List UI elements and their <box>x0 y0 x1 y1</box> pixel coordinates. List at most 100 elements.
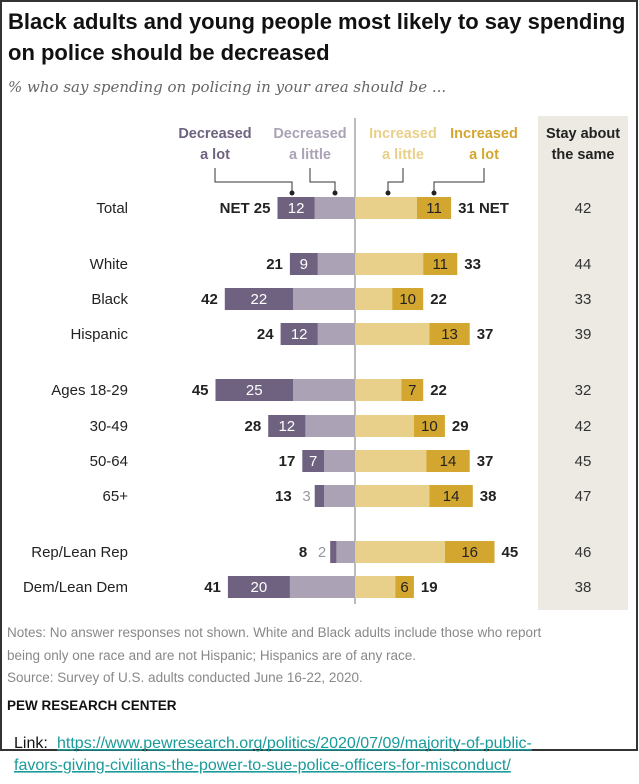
connector-dots <box>289 190 437 196</box>
bar-increased-a-lot <box>444 541 495 563</box>
header-stay: Stay about <box>546 126 620 142</box>
bar-increased-a-little <box>355 415 414 437</box>
stay-column-background <box>538 116 628 610</box>
label-decreased-a-lot: 3 <box>302 488 310 505</box>
connector-inc-little <box>387 168 404 192</box>
bar-decreased-a-lot <box>302 450 324 472</box>
source-link[interactable]: https://www.pewresearch.org/politics/202… <box>14 735 532 774</box>
bar-increased-a-lot <box>413 415 445 437</box>
bar-decreased-a-lot <box>277 197 315 219</box>
bar-decreased-a-little <box>305 415 355 437</box>
note-line-2: being only one race and are not Hispanic… <box>7 648 416 663</box>
bar-increased-a-lot <box>395 576 414 598</box>
column-headers: Decreased a lot Decreased a little Increased… <box>178 126 620 163</box>
bar-increased-a-lot <box>417 197 452 219</box>
bar-decreased-a-lot <box>215 379 293 401</box>
header-inc-little: Increased <box>369 126 437 142</box>
bar-increased-a-little <box>355 253 424 275</box>
category-label: Ages 18-29 <box>51 382 128 399</box>
label-increased-a-lot: 10 <box>421 418 438 435</box>
label-stay-about-same: 45 <box>575 453 592 470</box>
label-decreased-net: 24 <box>257 326 274 343</box>
chart-row: 50-64 7 17 14 37 45 <box>90 450 592 472</box>
connector-dot <box>385 190 391 196</box>
bar-increased-a-lot <box>426 450 470 472</box>
bar-decreased-a-little <box>336 541 355 563</box>
chart-title-line1: Black adults and young people most likel… <box>8 9 625 34</box>
source-link-line1[interactable]: https://www.pewresearch.org/politics/202… <box>57 735 532 752</box>
label-increased-net: 45 <box>502 544 519 561</box>
label-increased-a-lot: 7 <box>408 382 416 399</box>
header-dec-lot: a lot <box>200 147 230 163</box>
label-decreased-a-lot: 2 <box>318 544 326 561</box>
label-increased-net: 37 <box>477 326 494 343</box>
category-label: 65+ <box>103 488 129 505</box>
label-increased-net: 22 <box>430 291 447 308</box>
label-increased-net: 31 NET <box>458 200 509 217</box>
chart-row: Hispanic 12 24 13 37 39 <box>70 323 591 345</box>
label-decreased-a-lot: 25 <box>246 382 263 399</box>
connector-inc-lot <box>433 168 485 192</box>
connector-dot <box>431 190 437 196</box>
bar-increased-a-lot <box>392 288 424 310</box>
label-decreased-a-lot: 7 <box>309 453 317 470</box>
bar-decreased-a-little <box>293 288 355 310</box>
bar-decreased-a-little <box>324 485 355 507</box>
bar-decreased-a-lot <box>330 541 337 563</box>
label-stay-about-same: 32 <box>575 382 592 399</box>
label-decreased-net: 42 <box>201 291 218 308</box>
chart-row: Black 22 42 10 22 33 <box>91 288 591 310</box>
label-increased-a-lot: 16 <box>461 544 478 561</box>
label-stay-about-same: 38 <box>575 579 592 596</box>
category-label: 50-64 <box>90 453 128 470</box>
note-line-1: Notes: No answer responses not shown. Wh… <box>7 625 542 640</box>
bar-increased-a-lot <box>429 485 473 507</box>
label-decreased-a-lot: 12 <box>278 418 295 435</box>
label-increased-net: 22 <box>430 382 447 399</box>
label-increased-net: 33 <box>464 256 481 273</box>
bar-increased-a-little <box>355 323 430 345</box>
category-label: White <box>90 256 128 273</box>
bar-decreased-a-lot <box>268 415 306 437</box>
bar-decreased-a-little <box>317 323 355 345</box>
label-increased-a-lot: 14 <box>440 453 457 470</box>
category-label: 30-49 <box>90 418 128 435</box>
bar-increased-a-little <box>355 379 402 401</box>
header-dec-little: Decreased <box>273 126 346 142</box>
bar-decreased-a-little <box>324 450 355 472</box>
label-stay-about-same: 42 <box>575 200 592 217</box>
chart-row: 65+ 3 13 14 38 47 <box>103 485 591 507</box>
chart-row: Rep/Lean Rep 28 16 45 46 <box>31 541 591 563</box>
pew-research-center-logo: PEW RESEARCH CENTER <box>7 698 177 713</box>
chart-subtitle: % who say spending on policing in your a… <box>8 78 446 96</box>
source-link-line2[interactable]: favors-giving-civilians-the-power-to-sue… <box>14 757 511 774</box>
label-increased-net: 37 <box>477 453 494 470</box>
chart-row: 30-49 12 28 10 29 42 <box>90 415 591 437</box>
category-label: Dem/Lean Dem <box>23 579 128 596</box>
label-increased-a-lot: 6 <box>400 579 408 596</box>
bar-increased-a-lot <box>423 253 458 275</box>
label-increased-net: 38 <box>480 488 497 505</box>
label-decreased-net: 17 <box>279 453 296 470</box>
chart-title-line2: on police should be decreased <box>8 40 330 65</box>
chart-row: White 9 21 11 33 44 <box>90 253 591 275</box>
header-stay: the same <box>552 147 615 163</box>
bar-increased-a-little <box>355 450 427 472</box>
bar-increased-a-little <box>355 197 417 219</box>
label-decreased-net: 28 <box>245 418 262 435</box>
label-stay-about-same: 46 <box>575 544 592 561</box>
header-dec-little: a little <box>289 147 331 163</box>
label-increased-a-lot: 11 <box>432 256 448 273</box>
bar-decreased-a-little <box>289 576 355 598</box>
category-label: Black <box>91 291 128 308</box>
category-label: Hispanic <box>70 326 128 343</box>
label-decreased-net: NET 25 <box>220 200 271 217</box>
label-stay-about-same: 39 <box>575 326 592 343</box>
bar-decreased-a-lot <box>280 323 318 345</box>
bar-decreased-a-little <box>317 253 355 275</box>
bar-increased-a-little <box>355 485 430 507</box>
header-inc-lot: a lot <box>469 147 499 163</box>
label-decreased-a-lot: 9 <box>300 256 308 273</box>
connector-dec-little <box>309 168 336 192</box>
